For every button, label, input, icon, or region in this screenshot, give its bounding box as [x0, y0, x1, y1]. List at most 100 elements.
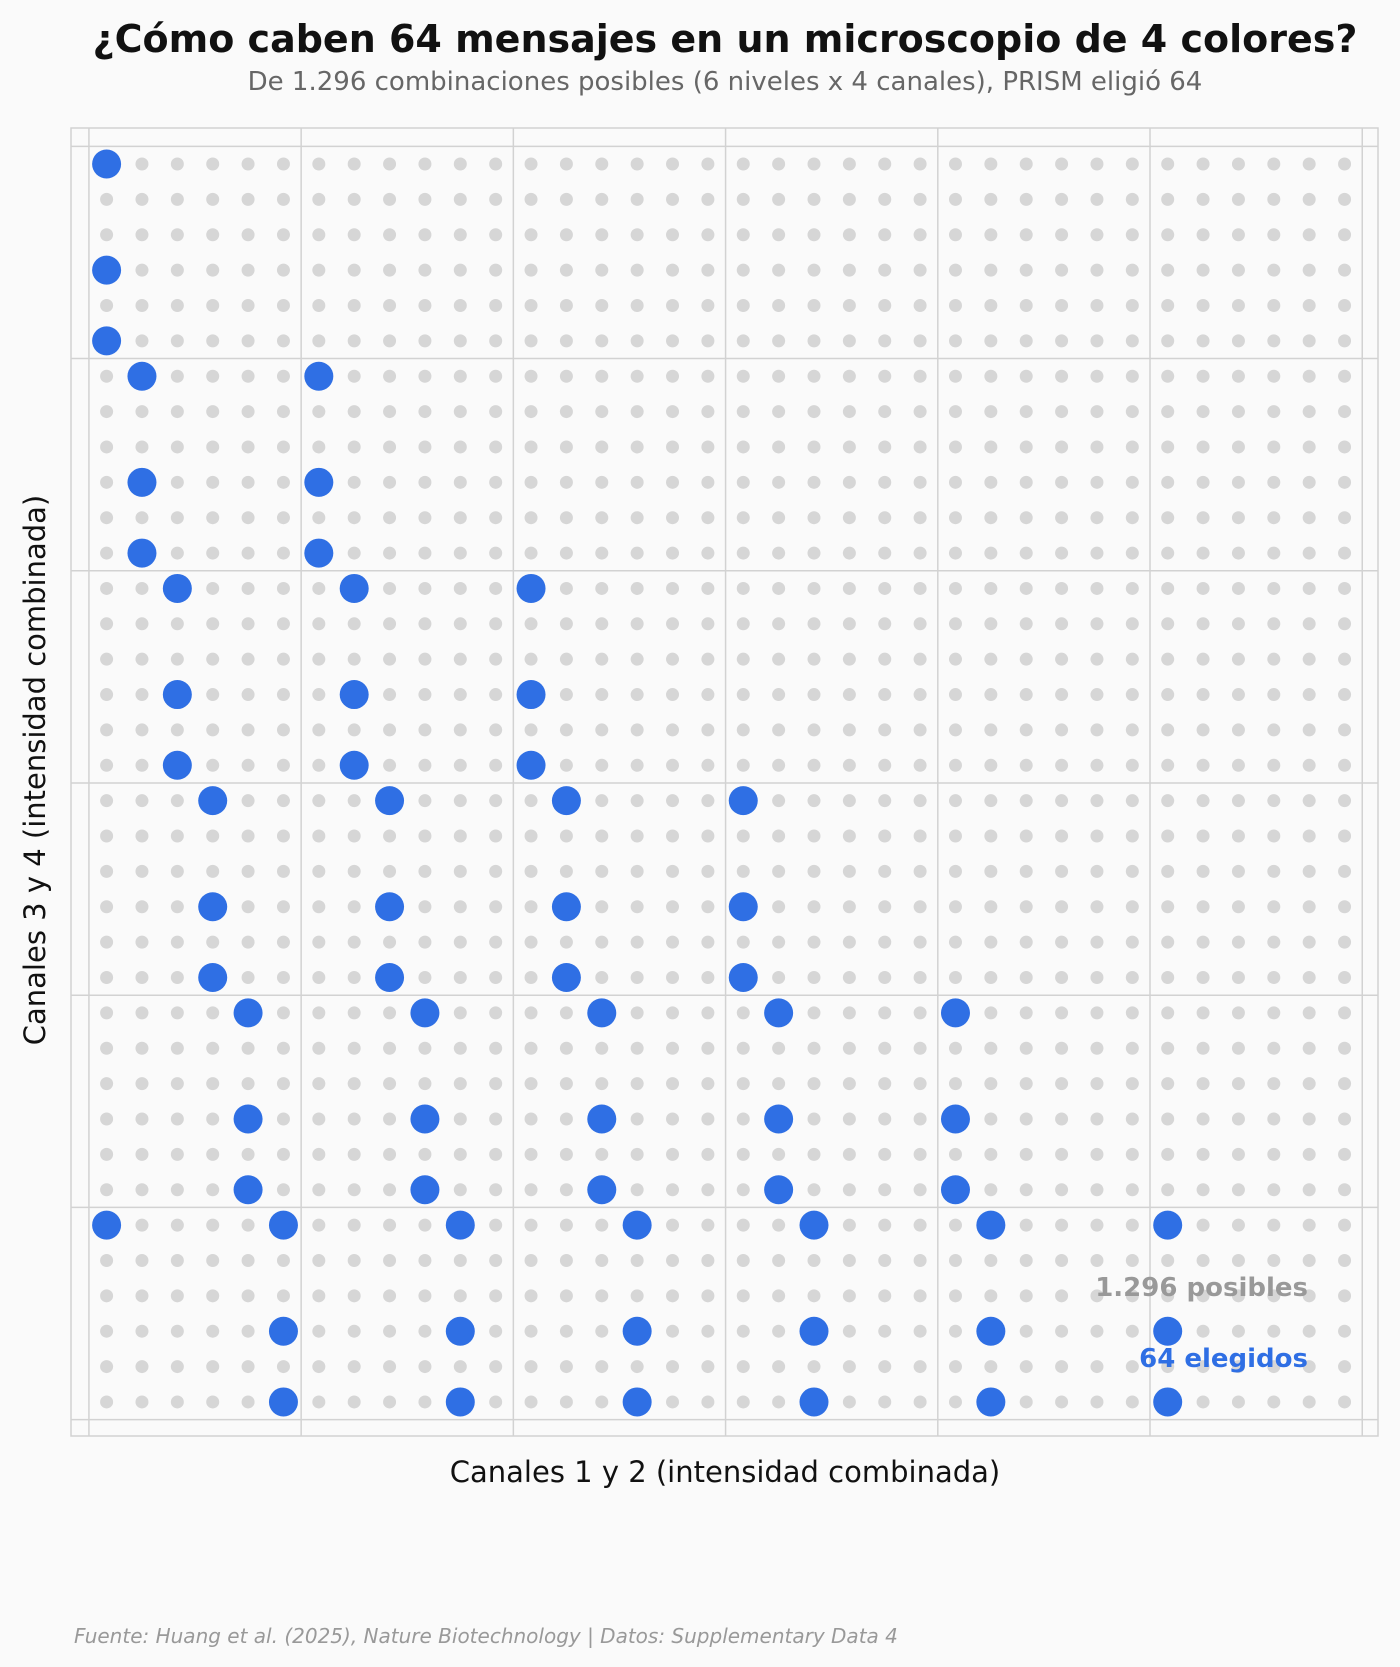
possible-point: [595, 334, 609, 348]
possible-point: [347, 440, 361, 454]
possible-point: [524, 935, 538, 949]
possible-point: [595, 864, 609, 878]
possible-point: [347, 475, 361, 489]
possible-point: [276, 1112, 290, 1126]
possible-point: [666, 652, 680, 666]
possible-point: [666, 228, 680, 242]
possible-point: [418, 334, 432, 348]
possible-point: [1019, 334, 1033, 348]
possible-point: [1267, 935, 1281, 949]
possible-point: [347, 1360, 361, 1374]
possible-point: [842, 440, 856, 454]
possible-point: [913, 334, 927, 348]
possible-point: [913, 617, 927, 631]
chosen-point: [92, 326, 122, 356]
possible-point: [383, 723, 397, 737]
possible-point: [878, 971, 892, 985]
possible-point: [1338, 1183, 1352, 1197]
possible-point: [701, 581, 715, 595]
possible-point: [312, 1253, 326, 1267]
possible-point: [1090, 263, 1104, 277]
possible-point: [418, 581, 432, 595]
possible-point: [772, 864, 786, 878]
possible-point: [1019, 475, 1033, 489]
possible-point: [1090, 1395, 1104, 1409]
possible-point: [1302, 1006, 1316, 1020]
possible-point: [736, 1218, 750, 1232]
possible-point: [1125, 1112, 1139, 1126]
possible-point: [1090, 1006, 1104, 1020]
possible-point: [1090, 1289, 1104, 1303]
possible-point: [595, 935, 609, 949]
possible-point: [666, 829, 680, 843]
possible-point: [241, 298, 255, 312]
possible-point: [984, 475, 998, 489]
possible-point: [206, 228, 220, 242]
possible-point: [736, 864, 750, 878]
possible-point: [1019, 1112, 1033, 1126]
possible-point: [948, 334, 962, 348]
possible-point: [206, 1112, 220, 1126]
possible-point: [913, 829, 927, 843]
possible-point: [453, 157, 467, 171]
possible-point: [1125, 405, 1139, 419]
possible-point: [241, 971, 255, 985]
possible-point: [524, 157, 538, 171]
possible-point: [807, 157, 821, 171]
possible-point: [701, 864, 715, 878]
possible-point: [418, 1360, 432, 1374]
possible-point: [1125, 1253, 1139, 1267]
possible-point: [807, 652, 821, 666]
possible-point: [630, 935, 644, 949]
possible-point: [772, 192, 786, 206]
possible-point: [383, 652, 397, 666]
possible-point: [1055, 511, 1069, 525]
possible-point: [736, 334, 750, 348]
possible-point: [206, 298, 220, 312]
possible-point: [630, 723, 644, 737]
possible-point: [701, 475, 715, 489]
possible-point: [913, 1360, 927, 1374]
possible-point: [913, 971, 927, 985]
possible-point: [630, 157, 644, 171]
possible-point: [453, 511, 467, 525]
possible-point: [347, 1218, 361, 1232]
possible-point: [170, 546, 184, 560]
chosen-point: [92, 255, 122, 285]
possible-point: [736, 157, 750, 171]
possible-point: [1196, 1360, 1210, 1374]
possible-point: [842, 369, 856, 383]
possible-point: [453, 794, 467, 808]
possible-point: [807, 405, 821, 419]
possible-point: [418, 900, 432, 914]
possible-point: [630, 1147, 644, 1161]
possible-point: [383, 581, 397, 595]
possible-point: [206, 652, 220, 666]
possible-point: [1125, 652, 1139, 666]
possible-point: [347, 1006, 361, 1020]
possible-point: [170, 723, 184, 737]
possible-point: [1302, 1289, 1316, 1303]
possible-point: [701, 334, 715, 348]
possible-point: [1267, 263, 1281, 277]
possible-point: [312, 971, 326, 985]
chosen-point: [268, 1387, 298, 1417]
possible-point: [418, 475, 432, 489]
possible-point: [347, 1077, 361, 1091]
possible-point: [1055, 900, 1069, 914]
possible-point: [1055, 1077, 1069, 1091]
possible-point: [630, 1253, 644, 1267]
possible-point: [170, 971, 184, 985]
chosen-point: [764, 998, 794, 1028]
possible-point: [489, 581, 503, 595]
possible-point: [1267, 829, 1281, 843]
possible-point: [206, 1077, 220, 1091]
chosen-point: [304, 538, 334, 568]
possible-point: [135, 334, 149, 348]
possible-point: [135, 1324, 149, 1338]
possible-point: [984, 1112, 998, 1126]
possible-point: [100, 1289, 114, 1303]
possible-point: [842, 794, 856, 808]
possible-point: [948, 1041, 962, 1055]
possible-point: [524, 1147, 538, 1161]
